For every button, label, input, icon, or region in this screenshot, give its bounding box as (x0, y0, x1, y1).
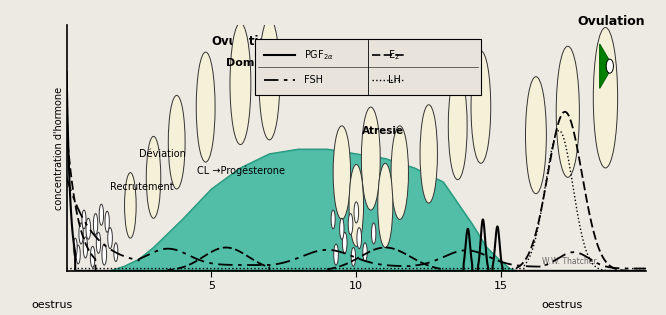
Ellipse shape (333, 126, 350, 220)
Ellipse shape (354, 202, 358, 223)
Ellipse shape (334, 244, 338, 265)
Ellipse shape (391, 126, 408, 220)
Ellipse shape (331, 210, 335, 229)
Ellipse shape (73, 238, 77, 257)
Text: PGF$_{2\alpha}$: PGF$_{2\alpha}$ (304, 48, 334, 62)
Ellipse shape (349, 164, 364, 246)
Y-axis label: concentration d'hormone: concentration d'hormone (54, 87, 64, 209)
Ellipse shape (168, 95, 185, 189)
Text: E$_2$: E$_2$ (388, 48, 400, 62)
Ellipse shape (91, 246, 95, 267)
Text: LH: LH (388, 76, 400, 85)
Ellipse shape (86, 218, 91, 239)
Ellipse shape (372, 223, 376, 244)
Ellipse shape (525, 77, 546, 194)
Ellipse shape (363, 243, 367, 261)
Text: oestrus: oestrus (32, 301, 73, 310)
Ellipse shape (348, 214, 353, 235)
Text: FSH: FSH (304, 76, 323, 85)
Text: oestrus: oestrus (541, 301, 583, 310)
Ellipse shape (342, 232, 347, 253)
Text: Ovulation: Ovulation (577, 14, 645, 27)
Ellipse shape (125, 173, 136, 238)
Ellipse shape (102, 244, 107, 265)
Polygon shape (599, 44, 613, 89)
Ellipse shape (114, 243, 118, 261)
Ellipse shape (259, 18, 280, 140)
Ellipse shape (420, 105, 438, 203)
Ellipse shape (606, 59, 613, 73)
Text: W.W. Thatcher: W.W. Thatcher (541, 256, 596, 266)
Ellipse shape (196, 52, 215, 162)
Ellipse shape (448, 72, 467, 180)
Ellipse shape (147, 136, 161, 218)
Ellipse shape (593, 27, 617, 168)
Ellipse shape (471, 51, 491, 163)
Ellipse shape (340, 218, 344, 239)
Text: Déviation: Déviation (139, 149, 186, 159)
Ellipse shape (230, 23, 251, 145)
Text: Atresie: Atresie (362, 125, 404, 135)
Ellipse shape (99, 204, 103, 225)
Ellipse shape (93, 214, 98, 235)
Text: Dominance: Dominance (226, 58, 296, 68)
Ellipse shape (357, 228, 362, 249)
Ellipse shape (105, 211, 109, 232)
Ellipse shape (108, 228, 113, 249)
Ellipse shape (79, 223, 83, 244)
Text: Ovulation: Ovulation (211, 35, 275, 48)
Text: CL →Progésterone: CL →Progésterone (197, 165, 285, 175)
Ellipse shape (556, 46, 579, 177)
Ellipse shape (76, 245, 80, 264)
Ellipse shape (97, 232, 101, 253)
Ellipse shape (83, 237, 88, 258)
Text: Recrutement: Recrutement (110, 182, 174, 192)
Ellipse shape (362, 107, 380, 210)
Ellipse shape (378, 163, 393, 248)
Ellipse shape (82, 210, 86, 229)
FancyBboxPatch shape (255, 39, 481, 95)
Ellipse shape (351, 248, 356, 266)
